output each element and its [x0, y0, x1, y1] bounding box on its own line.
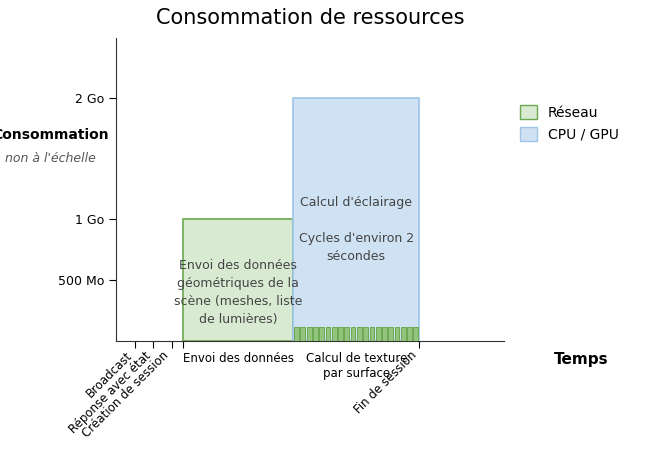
Bar: [388, 327, 393, 341]
Bar: [183, 219, 293, 341]
Text: Envoi des données
géométriques de la
scène (meshes, liste
de lumières): Envoi des données géométriques de la scè…: [174, 259, 302, 325]
Bar: [407, 327, 412, 341]
Bar: [413, 327, 418, 341]
Bar: [332, 327, 337, 341]
Bar: [338, 327, 343, 341]
Bar: [363, 327, 368, 341]
Bar: [294, 327, 299, 341]
Bar: [351, 327, 355, 341]
Legend: Réseau, CPU / GPU: Réseau, CPU / GPU: [515, 99, 625, 147]
Bar: [307, 327, 311, 341]
Text: Réponse avec état: Réponse avec état: [67, 349, 153, 436]
Bar: [370, 327, 374, 341]
Bar: [376, 327, 380, 341]
Text: Calcul d'éclairage

Cycles d'environ 2
sécondes: Calcul d'éclairage Cycles d'environ 2 sé…: [298, 196, 414, 263]
Text: Consommation: Consommation: [0, 128, 109, 142]
Text: Temps: Temps: [554, 351, 609, 367]
Bar: [382, 327, 387, 341]
Bar: [344, 327, 349, 341]
Bar: [357, 327, 362, 341]
Text: Broadcast: Broadcast: [83, 349, 135, 400]
Bar: [401, 327, 406, 341]
Bar: [395, 327, 399, 341]
Text: Fin de session: Fin de session: [351, 349, 419, 416]
Bar: [293, 98, 419, 341]
Text: Calcul de texture
par surface: Calcul de texture par surface: [306, 351, 407, 380]
Bar: [319, 327, 324, 341]
Text: Création de session: Création de session: [80, 349, 172, 440]
Text: non à l'échelle: non à l'échelle: [5, 152, 96, 166]
Bar: [300, 327, 306, 341]
Bar: [313, 327, 318, 341]
Title: Consommation de ressources: Consommation de ressources: [156, 8, 464, 28]
Text: Envoi des données: Envoi des données: [183, 351, 293, 365]
Bar: [326, 327, 330, 341]
